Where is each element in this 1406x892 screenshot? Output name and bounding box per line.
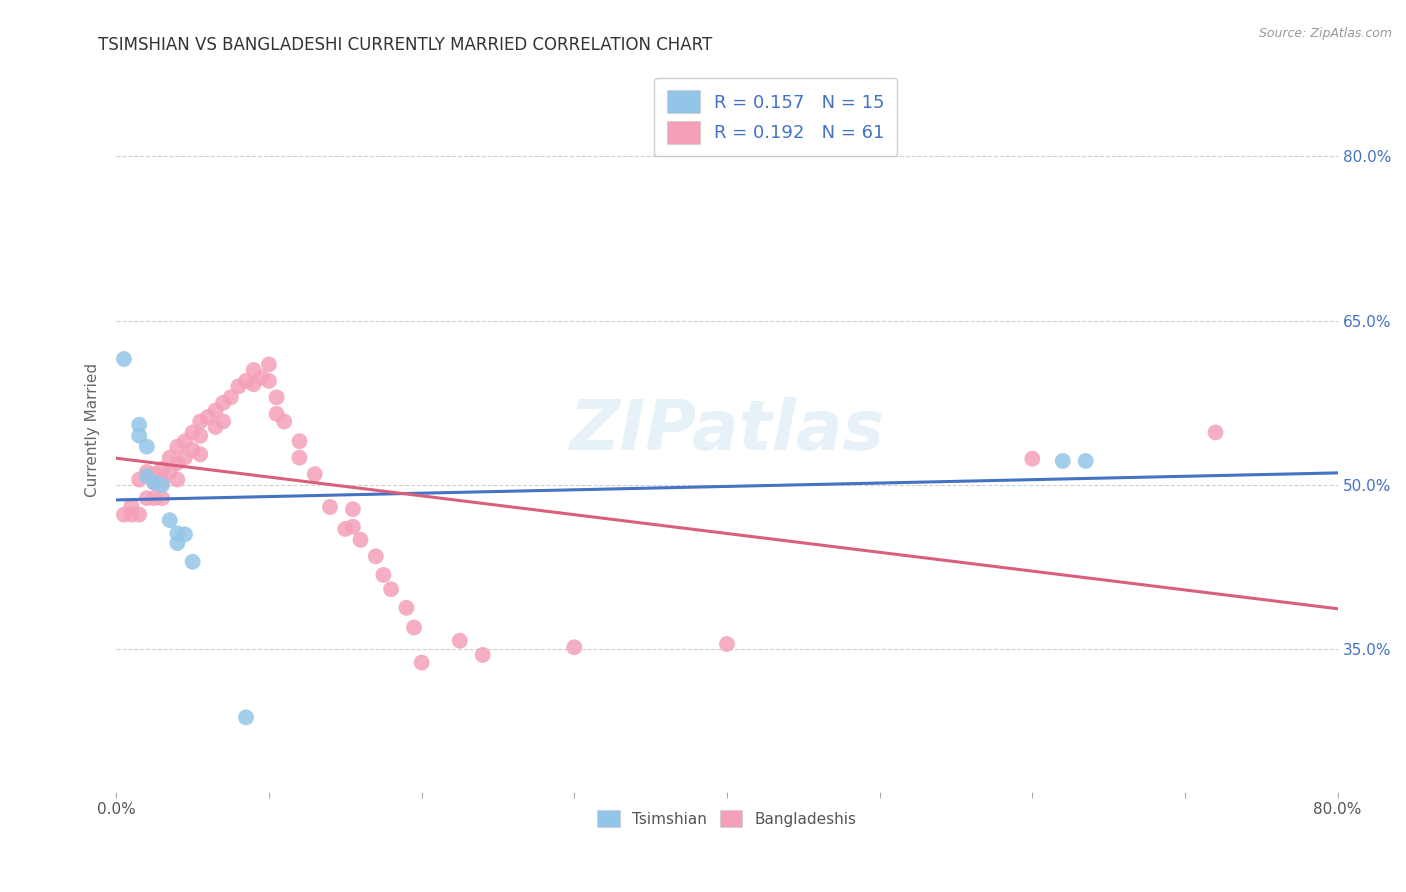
Point — [257, 358, 280, 372]
Point — [319, 500, 342, 514]
Point — [1052, 454, 1074, 468]
Point — [288, 434, 311, 449]
Point — [364, 549, 387, 564]
Point — [204, 420, 226, 434]
Point — [562, 640, 585, 655]
Point — [128, 417, 150, 432]
Text: Source: ZipAtlas.com: Source: ZipAtlas.com — [1258, 27, 1392, 40]
Point — [166, 456, 188, 470]
Point — [266, 390, 288, 404]
Point — [402, 621, 425, 635]
Point — [121, 508, 143, 522]
Point — [219, 390, 242, 404]
Point — [166, 473, 188, 487]
Point — [181, 442, 204, 457]
Point — [212, 396, 235, 410]
Point — [181, 425, 204, 440]
Point — [380, 582, 402, 597]
Point — [188, 428, 211, 442]
Text: ZIPatlas: ZIPatlas — [569, 397, 884, 464]
Point — [288, 450, 311, 465]
Point — [135, 440, 157, 454]
Point — [273, 415, 295, 429]
Point — [166, 526, 188, 541]
Point — [143, 467, 166, 481]
Point — [188, 415, 211, 429]
Point — [150, 475, 173, 489]
Point — [373, 568, 395, 582]
Point — [112, 351, 135, 366]
Point — [228, 379, 250, 393]
Point — [342, 502, 364, 516]
Point — [188, 447, 211, 461]
Point — [150, 461, 173, 475]
Point — [159, 465, 181, 479]
Point — [112, 508, 135, 522]
Point — [250, 370, 273, 384]
Point — [121, 499, 143, 513]
Point — [159, 513, 181, 527]
Point — [143, 491, 166, 506]
Point — [335, 522, 357, 536]
Legend: Tsimshian, Bangladeshis: Tsimshian, Bangladeshis — [589, 802, 865, 835]
Point — [166, 440, 188, 454]
Point — [128, 473, 150, 487]
Point — [471, 648, 494, 662]
Point — [304, 467, 326, 481]
Point — [342, 519, 364, 533]
Point — [204, 403, 226, 417]
Point — [349, 533, 371, 547]
Text: TSIMSHIAN VS BANGLADESHI CURRENTLY MARRIED CORRELATION CHART: TSIMSHIAN VS BANGLADESHI CURRENTLY MARRI… — [98, 36, 713, 54]
Point — [716, 637, 738, 651]
Y-axis label: Currently Married: Currently Married — [86, 363, 100, 498]
Point — [257, 374, 280, 388]
Point — [449, 633, 471, 648]
Point — [150, 491, 173, 506]
Point — [235, 710, 257, 724]
Point — [174, 527, 197, 541]
Point — [135, 465, 157, 479]
Point — [242, 363, 264, 377]
Point — [242, 377, 264, 392]
Point — [266, 407, 288, 421]
Point — [174, 434, 197, 449]
Point — [166, 536, 188, 550]
Point — [1205, 425, 1227, 440]
Point — [174, 450, 197, 465]
Point — [128, 428, 150, 442]
Point — [235, 374, 257, 388]
Point — [159, 450, 181, 465]
Point — [135, 491, 157, 506]
Point — [128, 508, 150, 522]
Point — [395, 600, 418, 615]
Point — [135, 469, 157, 483]
Point — [143, 475, 166, 490]
Point — [1074, 454, 1097, 468]
Point — [197, 410, 219, 425]
Point — [181, 555, 204, 569]
Point — [411, 656, 433, 670]
Point — [150, 478, 173, 492]
Point — [1021, 451, 1043, 466]
Point — [212, 415, 235, 429]
Point — [143, 475, 166, 490]
